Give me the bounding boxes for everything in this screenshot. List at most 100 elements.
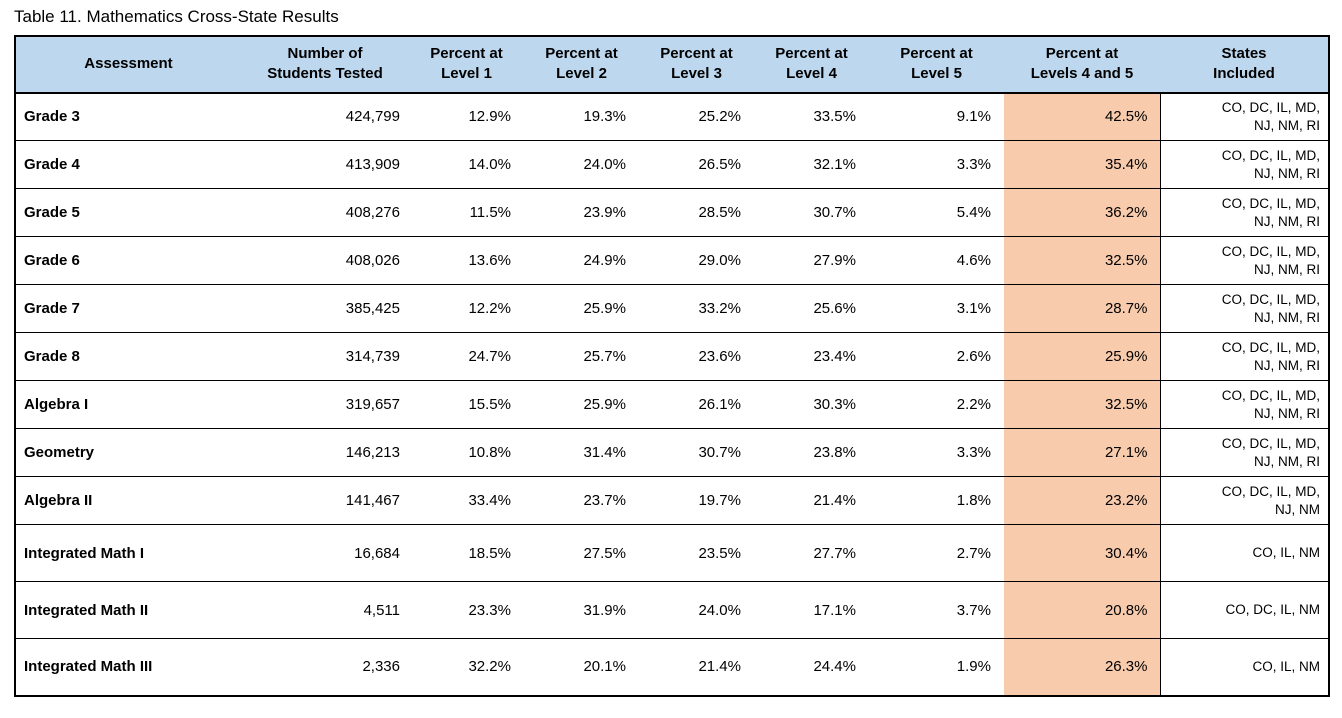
table-row: Integrated Math II 4,511 23.3% 31.9% 24.…: [15, 581, 1329, 639]
pct-level-3-cell: 21.4%: [639, 638, 754, 696]
pct-level-5-cell: 2.7%: [869, 524, 1004, 582]
pct-level-5-cell: 2.6%: [869, 332, 1004, 381]
assessment-cell: Grade 6: [15, 236, 241, 285]
students-tested-cell: 408,276: [241, 188, 409, 237]
pct-levels-4-5-cell: 35.4%: [1004, 140, 1160, 189]
students-tested-cell: 2,336: [241, 638, 409, 696]
column-header-level-2: Percent at Level 2: [524, 36, 639, 94]
states-included-cell: CO, DC, IL, MD, NJ, NM, RI: [1159, 284, 1329, 333]
pct-level-1-cell: 24.7%: [409, 332, 524, 381]
states-included-cell: CO, DC, IL, MD, NJ, NM, RI: [1159, 332, 1329, 381]
students-tested-cell: 146,213: [241, 428, 409, 477]
pct-level-5-cell: 5.4%: [869, 188, 1004, 237]
pct-levels-4-5-cell: 32.5%: [1004, 380, 1160, 429]
table-row: Integrated Math III 2,336 32.2% 20.1% 21…: [15, 638, 1329, 696]
pct-level-3-cell: 29.0%: [639, 236, 754, 285]
pct-level-4-cell: 32.1%: [754, 140, 869, 189]
assessment-cell: Grade 5: [15, 188, 241, 237]
column-header-level-5: Percent at Level 5: [869, 36, 1004, 94]
states-included-cell: CO, IL, NM: [1159, 524, 1329, 582]
pct-level-3-cell: 19.7%: [639, 476, 754, 525]
pct-level-4-cell: 27.7%: [754, 524, 869, 582]
column-header-assessment: Assessment: [15, 36, 241, 94]
pct-levels-4-5-cell: 32.5%: [1004, 236, 1160, 285]
assessment-cell: Integrated Math I: [15, 524, 241, 582]
students-tested-cell: 141,467: [241, 476, 409, 525]
students-tested-cell: 4,511: [241, 581, 409, 639]
column-header-level-3: Percent at Level 3: [639, 36, 754, 94]
pct-level-1-cell: 18.5%: [409, 524, 524, 582]
pct-level-1-cell: 12.9%: [409, 92, 524, 141]
assessment-cell: Algebra I: [15, 380, 241, 429]
pct-level-3-cell: 26.1%: [639, 380, 754, 429]
page-title: Table 11. Mathematics Cross-State Result…: [14, 7, 339, 26]
pct-levels-4-5-cell: 26.3%: [1004, 638, 1160, 696]
pct-level-4-cell: 30.7%: [754, 188, 869, 237]
pct-level-1-cell: 10.8%: [409, 428, 524, 477]
pct-level-3-cell: 24.0%: [639, 581, 754, 639]
pct-level-3-cell: 30.7%: [639, 428, 754, 477]
states-included-cell: CO, DC, IL, MD, NJ, NM, RI: [1159, 428, 1329, 477]
students-tested-cell: 424,799: [241, 92, 409, 141]
pct-level-5-cell: 3.7%: [869, 581, 1004, 639]
students-tested-cell: 408,026: [241, 236, 409, 285]
pct-levels-4-5-cell: 42.5%: [1004, 92, 1160, 141]
header-row: Assessment Number of Students Tested Per…: [15, 36, 1329, 94]
pct-level-2-cell: 31.9%: [524, 581, 639, 639]
table-header: Assessment Number of Students Tested Per…: [15, 36, 1329, 94]
states-included-cell: CO, DC, IL, NM: [1159, 581, 1329, 639]
pct-level-1-cell: 23.3%: [409, 581, 524, 639]
pct-levels-4-5-cell: 23.2%: [1004, 476, 1160, 525]
results-table: Assessment Number of Students Tested Per…: [14, 35, 1330, 697]
pct-level-4-cell: 17.1%: [754, 581, 869, 639]
pct-level-5-cell: 3.3%: [869, 140, 1004, 189]
table-row: Integrated Math I 16,684 18.5% 27.5% 23.…: [15, 524, 1329, 582]
column-header-levels-4-and-5: Percent at Levels 4 and 5: [1004, 36, 1160, 94]
pct-level-5-cell: 3.3%: [869, 428, 1004, 477]
pct-level-1-cell: 32.2%: [409, 638, 524, 696]
states-included-cell: CO, DC, IL, MD, NJ, NM, RI: [1159, 380, 1329, 429]
pct-level-4-cell: 23.4%: [754, 332, 869, 381]
states-included-cell: CO, IL, NM: [1159, 638, 1329, 696]
pct-level-5-cell: 1.9%: [869, 638, 1004, 696]
pct-level-2-cell: 27.5%: [524, 524, 639, 582]
pct-level-1-cell: 15.5%: [409, 380, 524, 429]
pct-level-2-cell: 19.3%: [524, 92, 639, 141]
pct-level-4-cell: 30.3%: [754, 380, 869, 429]
table-row: Grade 6 408,026 13.6% 24.9% 29.0% 27.9% …: [15, 236, 1329, 285]
table-row: Grade 4 413,909 14.0% 24.0% 26.5% 32.1% …: [15, 140, 1329, 189]
pct-level-2-cell: 23.9%: [524, 188, 639, 237]
table-row: Grade 3 424,799 12.9% 19.3% 25.2% 33.5% …: [15, 92, 1329, 141]
students-tested-cell: 314,739: [241, 332, 409, 381]
table-row: Grade 7 385,425 12.2% 25.9% 33.2% 25.6% …: [15, 284, 1329, 333]
table-row: Algebra II 141,467 33.4% 23.7% 19.7% 21.…: [15, 476, 1329, 525]
pct-level-5-cell: 9.1%: [869, 92, 1004, 141]
pct-level-2-cell: 24.9%: [524, 236, 639, 285]
pct-level-1-cell: 12.2%: [409, 284, 524, 333]
pct-level-3-cell: 28.5%: [639, 188, 754, 237]
column-header-states-included: States Included: [1160, 36, 1329, 94]
pct-level-4-cell: 25.6%: [754, 284, 869, 333]
pct-level-2-cell: 24.0%: [524, 140, 639, 189]
table-row: Algebra I 319,657 15.5% 25.9% 26.1% 30.3…: [15, 380, 1329, 429]
assessment-cell: Grade 4: [15, 140, 241, 189]
pct-level-2-cell: 25.7%: [524, 332, 639, 381]
pct-level-3-cell: 33.2%: [639, 284, 754, 333]
states-included-cell: CO, DC, IL, MD, NJ, NM: [1159, 476, 1329, 525]
assessment-cell: Grade 8: [15, 332, 241, 381]
pct-levels-4-5-cell: 25.9%: [1004, 332, 1160, 381]
pct-level-5-cell: 3.1%: [869, 284, 1004, 333]
pct-level-3-cell: 25.2%: [639, 92, 754, 141]
pct-level-5-cell: 1.8%: [869, 476, 1004, 525]
assessment-cell: Integrated Math III: [15, 638, 241, 696]
pct-level-4-cell: 21.4%: [754, 476, 869, 525]
pct-level-2-cell: 25.9%: [524, 380, 639, 429]
states-included-cell: CO, DC, IL, MD, NJ, NM, RI: [1159, 236, 1329, 285]
table-row: Geometry 146,213 10.8% 31.4% 30.7% 23.8%…: [15, 428, 1329, 477]
pct-level-4-cell: 23.8%: [754, 428, 869, 477]
table-row: Grade 8 314,739 24.7% 25.7% 23.6% 23.4% …: [15, 332, 1329, 381]
pct-level-5-cell: 2.2%: [869, 380, 1004, 429]
pct-level-3-cell: 23.5%: [639, 524, 754, 582]
pct-level-2-cell: 20.1%: [524, 638, 639, 696]
assessment-cell: Algebra II: [15, 476, 241, 525]
